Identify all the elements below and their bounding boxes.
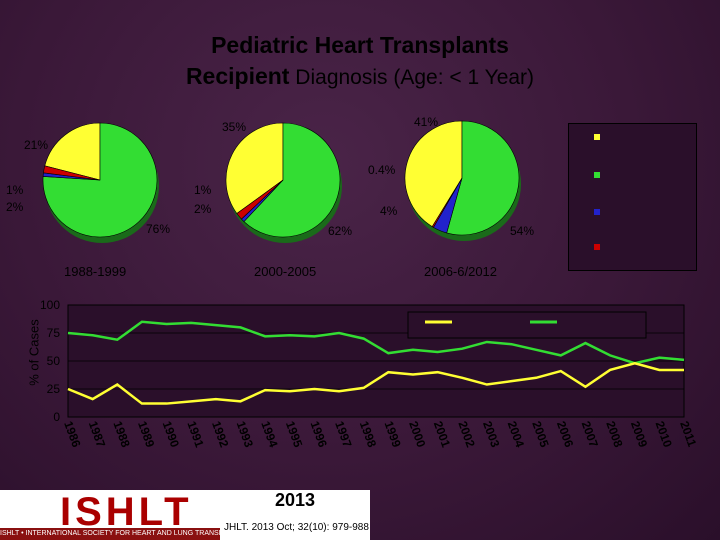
legend-swatch-green (594, 172, 600, 178)
x-tick-label: 2003 (480, 419, 502, 449)
series-line-green (67, 320, 685, 365)
pie2-era: 2000-2005 (254, 264, 317, 279)
pie-1 (42, 122, 159, 243)
y-tick-label: 0 (53, 410, 60, 424)
x-tick-label: 1994 (258, 419, 280, 449)
pie2-label-blue: 1% (194, 183, 212, 197)
logo-tagline: ISHLT • INTERNATIONAL SOCIETY FOR HEART … (0, 528, 220, 540)
x-tick-label: 1993 (234, 419, 256, 449)
citation-box: 2013 JHLT. 2013 Oct; 32(10): 979-988 (220, 490, 370, 540)
x-tick-label: 2001 (431, 419, 453, 449)
pie1-label-red: 2% (6, 200, 24, 214)
pie3-label-red: 0.4% (368, 163, 396, 177)
x-tick-label: 1992 (209, 419, 231, 449)
x-tick-label: 2009 (628, 419, 650, 449)
x-tick-label: 1988 (110, 419, 132, 449)
pie-3-slice-yellow (404, 120, 463, 228)
pie-charts (42, 120, 521, 243)
pie3-era: 2006-6/2012 (424, 264, 498, 279)
pie1-label-yellow: 21% (24, 138, 49, 152)
y-tick-label: 75 (47, 326, 61, 340)
x-tick-label: 2007 (579, 419, 601, 449)
x-tick-label: 1996 (308, 419, 330, 449)
ishlt-logo: ISHLT ISHLT • INTERNATIONAL SOCIETY FOR … (0, 490, 220, 540)
line-legend-frame (407, 311, 647, 339)
pie2-label-yellow: 35% (222, 120, 247, 134)
legend-swatch-red (594, 244, 600, 250)
citation-year: 2013 (274, 490, 316, 510)
title-bold: Recipient (185, 63, 290, 89)
series-line-yellow (67, 361, 684, 405)
pie-2-slice-green (243, 122, 341, 238)
legend-swatch-yellow (594, 134, 600, 140)
pie3-label-yellow: 41% (414, 115, 439, 129)
pie-3-slice-green (446, 120, 520, 236)
pie3-label-blue: 4% (380, 204, 398, 218)
y-tick-label: 50 (47, 354, 61, 368)
pie1-era: 1988-1999 (64, 264, 127, 279)
x-tick-label: 1986 (61, 419, 83, 449)
x-tick-label: 2006 (554, 419, 576, 449)
title-line-1: Pediatric Heart Transplants (211, 32, 509, 58)
line-legend (407, 311, 647, 339)
pie3-label-green: 54% (510, 224, 535, 238)
pie-1-slice-red (43, 165, 101, 181)
pie-2-slice-red (236, 179, 284, 220)
pie-1-slice-yellow (44, 122, 101, 181)
page-title: Pediatric Heart Transplants Recipient Di… (0, 30, 720, 93)
y-tick-label: 25 (47, 382, 61, 396)
legend-swatch-blue (594, 209, 600, 215)
pie2-label-red: 2% (194, 202, 212, 216)
pie-3-slice-red (431, 177, 463, 228)
pie1-label-blue: 1% (6, 183, 24, 197)
x-tick-label: 2011 (677, 419, 699, 449)
pie-3 (404, 120, 521, 241)
x-tick-label: 2004 (505, 419, 527, 449)
y-tick-label: 100 (40, 298, 60, 312)
x-tick-label: 2002 (455, 419, 477, 449)
x-tick-label: 1991 (184, 419, 206, 449)
x-tick-label: 1999 (382, 419, 404, 449)
x-tick-label: 1990 (160, 419, 182, 449)
x-tick-label: 2005 (529, 419, 551, 449)
title-sub: Diagnosis (Age: < 1 Year) (289, 66, 535, 89)
x-tick-label: 1989 (135, 419, 157, 449)
pie2-label-green: 62% (328, 224, 353, 238)
x-tick-label: 2008 (603, 419, 625, 449)
x-tick-label: 1998 (357, 419, 379, 449)
pie-2-slice-yellow (225, 122, 284, 214)
x-tick-label: 2010 (653, 419, 675, 449)
citation-text: JHLT. 2013 Oct; 32(10): 979-988 (224, 522, 369, 533)
x-tick-label: 2000 (406, 419, 428, 449)
pie1-label-green: 76% (146, 222, 171, 236)
pie-2 (225, 122, 342, 243)
logo-letters: ISHLT (60, 490, 193, 534)
x-tick-label: 1997 (332, 419, 354, 449)
pie-legend (568, 123, 697, 271)
title-line-2: Recipient Diagnosis (Age: < 1 Year) (0, 61, 720, 93)
x-tick-label: 1995 (283, 419, 305, 449)
x-tick-label: 1987 (86, 419, 108, 449)
